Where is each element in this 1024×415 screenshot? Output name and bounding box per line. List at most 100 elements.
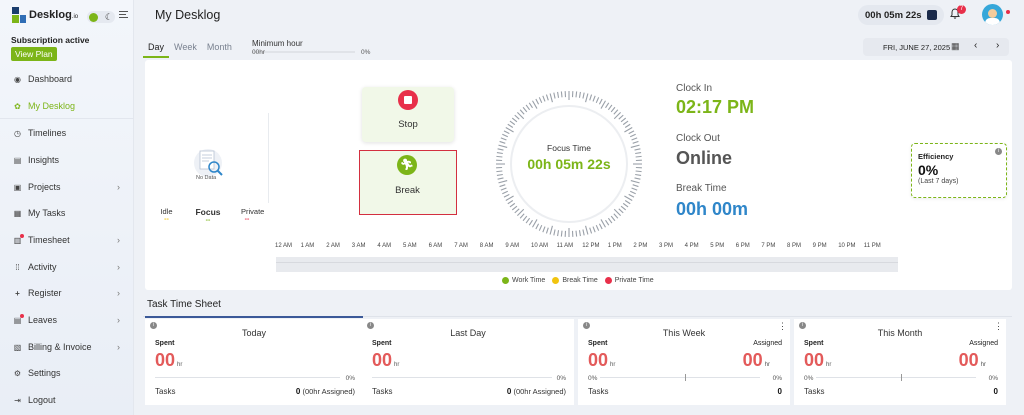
break-time-label: Break Time bbox=[676, 183, 727, 194]
info-icon[interactable]: i bbox=[150, 322, 157, 329]
break-button[interactable]: 🏃︎ Break bbox=[359, 150, 457, 215]
sidebar-item-settings[interactable]: ⚙ Settings bbox=[13, 368, 61, 378]
timeline-hour-label: 4 PM bbox=[684, 243, 699, 249]
timeline-hour-label: 12 PM bbox=[582, 243, 600, 249]
focus-time-label: Focus Time bbox=[547, 143, 591, 153]
info-icon[interactable]: i bbox=[995, 148, 1002, 155]
sidebar-item-timesheet[interactable]: ▥ Timesheet › bbox=[12, 233, 120, 245]
subscription-status: Subscription active bbox=[11, 35, 90, 45]
task-card-this-month: i ⋮ This Month Spent Assigned 00 hr 00 hr … bbox=[794, 319, 1006, 405]
timeline-hours: 12 AM 1 AM 2 AM 3 AM 4 AM 5 AM 6 AM 7 AM 8 AM 9 A… bbox=[275, 243, 905, 253]
sidebar-item-projects[interactable]: ▣ Projects › bbox=[13, 182, 120, 192]
state-focus: Focus -- bbox=[195, 207, 221, 224]
tab-day[interactable]: Day bbox=[143, 38, 170, 58]
desklog-logo-icon bbox=[12, 7, 26, 23]
tab-week[interactable]: Week bbox=[174, 42, 197, 52]
timeline-hour-label: 1 AM bbox=[300, 243, 315, 249]
sidebar-item-logout[interactable]: ⇥ Logout bbox=[0, 390, 134, 410]
sidebar-item-billing-invoice[interactable]: ▧ Billing & Invoice › bbox=[13, 342, 120, 352]
theme-toggle[interactable]: ☾ bbox=[87, 11, 115, 23]
plus-icon: + bbox=[15, 288, 20, 298]
calendar-icon: ▥ bbox=[12, 233, 24, 245]
notification-dot bbox=[20, 313, 24, 318]
timeline-hour-label: 7 PM bbox=[761, 243, 776, 249]
timeline-hour-label: 2 AM bbox=[326, 243, 340, 249]
view-tabs: Day Week Month bbox=[143, 38, 237, 58]
timeline-hour-label: 5 AM bbox=[403, 243, 417, 249]
timeline-hour-label: 3 AM bbox=[351, 243, 366, 249]
timeline-hour-label: 5 PM bbox=[710, 243, 725, 249]
focus-time-dial bbox=[496, 91, 642, 237]
legend-work-time: Work Time bbox=[502, 277, 545, 284]
invoice-icon: ▧ bbox=[13, 342, 22, 352]
info-icon[interactable]: i bbox=[799, 322, 806, 329]
timeline-hour-label: 8 PM bbox=[787, 243, 802, 249]
efficiency-value: 0% bbox=[918, 162, 939, 178]
chevron-right-icon[interactable]: › bbox=[996, 40, 1000, 51]
timeline-legend: Work Time Break Time Private Time bbox=[502, 277, 654, 284]
info-icon[interactable]: i bbox=[367, 322, 374, 329]
efficiency-card: i Efficiency 0% (Last 7 days) bbox=[911, 143, 1007, 198]
timeline-hour-label: 11 AM bbox=[556, 243, 574, 249]
focus-time-value: 00h 05m 22s bbox=[527, 156, 611, 172]
progress-bar bbox=[372, 377, 552, 378]
minimum-hour-percent: 0% bbox=[361, 49, 371, 56]
sidebar-item-dashboard[interactable]: ◉ Dashboard bbox=[14, 74, 73, 84]
clock-out-value: Online bbox=[676, 148, 733, 168]
moon-icon: ☾ bbox=[104, 11, 113, 22]
sidebar-item-register[interactable]: + Register › bbox=[0, 283, 134, 303]
dropdown-indicator-icon[interactable] bbox=[1006, 10, 1010, 14]
notification-badge: 7 bbox=[957, 5, 966, 14]
legend-break-time: Break Time bbox=[552, 277, 598, 284]
clock-in-value: 02:17 PM bbox=[676, 97, 755, 117]
timeline-hour-label: 9 PM bbox=[812, 243, 827, 249]
info-icon[interactable]: i bbox=[583, 322, 590, 329]
light-mode-icon bbox=[89, 12, 98, 22]
timeline-hour-label: 10 AM bbox=[531, 243, 549, 249]
chevron-right-icon: › bbox=[117, 235, 120, 245]
task-card-this-week: i ⋮ This Week Spent Assigned 00 hr 00 hr 0… bbox=[578, 319, 790, 405]
tab-month[interactable]: Month bbox=[206, 42, 232, 52]
timeline-track[interactable] bbox=[276, 257, 898, 272]
assigned-hours: 00 hr bbox=[742, 350, 770, 370]
timeline-hour-label: 6 PM bbox=[735, 243, 750, 249]
assigned-hours: 00 hr bbox=[958, 350, 986, 370]
timeline-hour-label: 4 AM bbox=[377, 243, 392, 249]
more-options-icon[interactable]: ⋮ bbox=[778, 321, 787, 331]
avatar[interactable] bbox=[982, 4, 1003, 25]
gear-icon: ⚙ bbox=[13, 368, 22, 378]
logout-icon: ⇥ bbox=[14, 395, 21, 405]
progress-bar bbox=[816, 377, 976, 378]
sidebar-item-timelines[interactable]: ◷ Timelines bbox=[14, 128, 67, 138]
view-plan-button[interactable]: View Plan bbox=[11, 47, 57, 61]
calendar-icon[interactable]: ▦ bbox=[951, 41, 960, 51]
sidebar-item-my-tasks[interactable]: ▦ My Tasks bbox=[13, 208, 66, 218]
stop-timer-button[interactable] bbox=[927, 10, 937, 20]
break-time-value: 00h 00m bbox=[676, 199, 749, 219]
timeline-hour-label: 12 AM bbox=[275, 243, 293, 249]
no-data-label: No Data bbox=[196, 175, 217, 181]
bell-icon[interactable] bbox=[949, 8, 961, 20]
stop-button[interactable]: Stop bbox=[362, 87, 454, 142]
task-card-last-day: i Last Day Spent 00 hr 0% Tasks 0 (00hr A… bbox=[362, 319, 574, 405]
walking-person-icon: 🏃︎ bbox=[397, 155, 417, 175]
page-title: My Desklog bbox=[155, 8, 221, 22]
brand-logo[interactable]: Desklog.io bbox=[12, 7, 78, 23]
timeline-hour-label: 9 AM bbox=[505, 243, 520, 249]
state-private: Private -- bbox=[241, 207, 265, 223]
chevron-left-icon[interactable]: ‹ bbox=[974, 40, 978, 51]
brand-name: Desklog.io bbox=[29, 9, 79, 21]
clock-icon: ◷ bbox=[14, 128, 21, 138]
activity-states: Idle -- Focus -- Private -- bbox=[158, 207, 265, 224]
sidebar-item-leaves[interactable]: ▤ Leaves › bbox=[13, 313, 120, 325]
task-card-today: i Today Spent 00 hr 0% Tasks 0 (00hr Assi… bbox=[145, 319, 363, 405]
more-options-icon[interactable]: ⋮ bbox=[994, 321, 1003, 331]
timeline-hour-label: 1 PM bbox=[607, 243, 622, 249]
sidebar-item-activity[interactable]: ⁞⁞ Activity › bbox=[0, 257, 134, 277]
sidebar-item-my-desklog[interactable]: ✿ My Desklog bbox=[0, 96, 134, 116]
sidebar-item-insights[interactable]: ▤ Insights bbox=[13, 155, 60, 165]
task-time-sheet-title: Task Time Sheet bbox=[147, 299, 221, 310]
efficiency-period: (Last 7 days) bbox=[918, 178, 959, 185]
sidebar: Desklog.io ☾ Subscription active View Pl… bbox=[0, 0, 134, 415]
collapse-menu-icon[interactable] bbox=[119, 11, 128, 20]
